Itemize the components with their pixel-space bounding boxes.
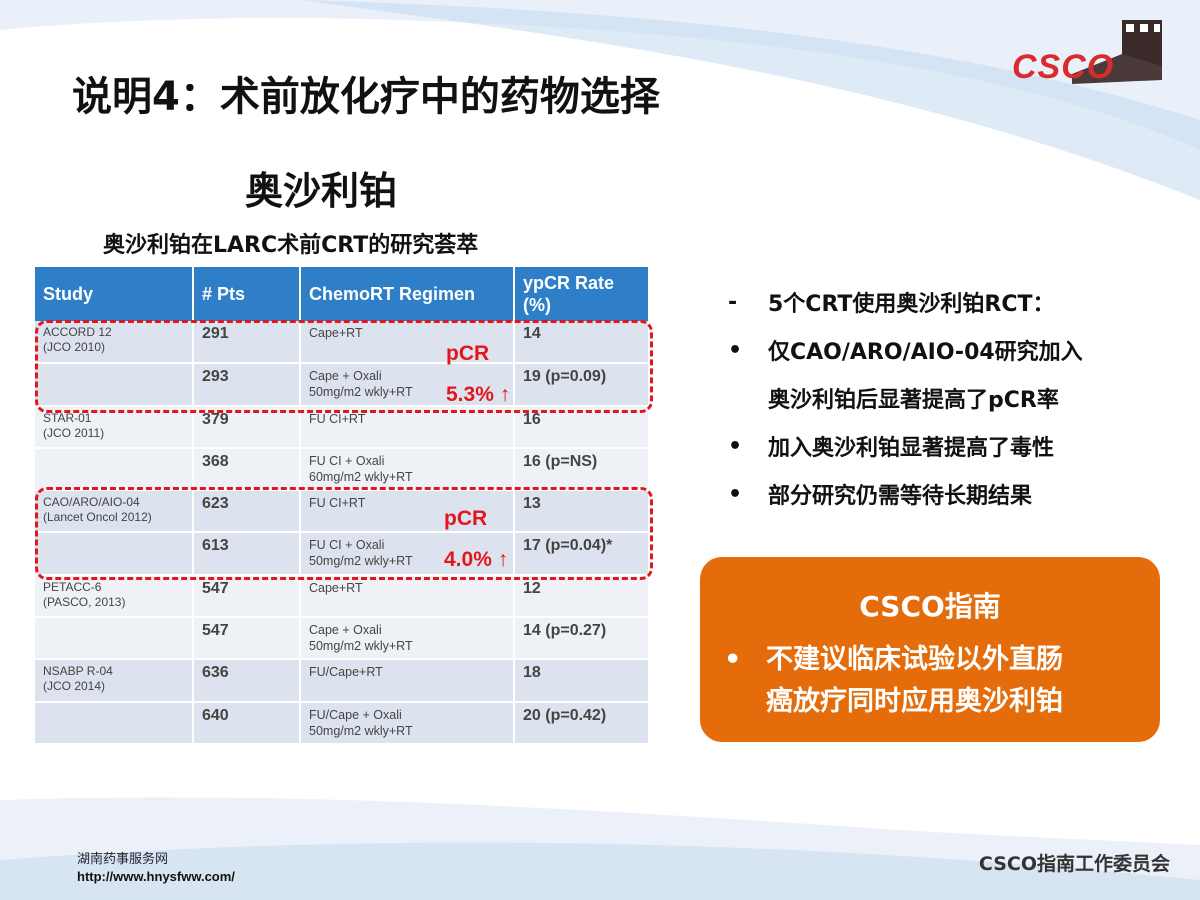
highlight-box-accord [35,320,653,413]
bullet-dot: • [728,337,743,363]
key-points-list: - 5个CRT使用奥沙利铂RCT： • 仅CAO/ARO/AIO-04研究加入 … [728,278,1168,518]
bullet-dash: - [728,289,738,315]
header-rate: ypCR Rate (%) [514,267,650,321]
cell-study: NSABP R-04 (JCO 2014) [35,659,194,703]
cell-rate: 13 [514,490,650,534]
slide-title: 说明4：术前放化疗中的药物选择 [72,74,660,120]
cell-regimen: FU/Cape+RT [300,659,515,703]
cell-rate: 14 (p=0.27) [514,617,650,661]
bullet-text: 部分研究仍需等待长期结果 [768,484,1033,509]
cell-regimen: Cape+RT [300,321,515,365]
table-row: PETACC-6 (PASCO, 2013) 547 Cape+RT 12 [35,574,650,619]
cell-regimen: Cape + Oxali 50mg/m2 wkly+RT [300,363,515,407]
pcr-value-1: 5.3% ↑ [446,383,511,406]
footer-source: 湖南药事服务网 http://www.hnysfww.com/ [77,851,235,885]
cell-pts: 613 [193,532,301,576]
cell-regimen: Cape + Oxali 50mg/m2 wkly+RT [300,617,515,661]
cell-rate: 19 (p=0.09) [514,363,650,407]
table-row: ACCORD 12 (JCO 2010) 291 Cape+RT 14 [35,321,650,365]
cell-pts: 547 [193,574,301,619]
cell-rate: 14 [514,321,650,365]
cell-pts: 291 [193,321,301,365]
footer-site-name: 湖南药事服务网 [77,852,169,867]
cell-study: PETACC-6 (PASCO, 2013) [35,574,194,619]
cell-regimen: FU CI + Oxali 50mg/m2 wkly+RT [300,532,515,576]
bullet-text: 奥沙利铂后显著提高了pCR率 [768,388,1059,413]
cell-regimen: FU CI + Oxali 60mg/m2 wkly+RT [300,447,515,492]
table-row: 293 Cape + Oxali 50mg/m2 wkly+RT 19 (p=0.0… [35,363,650,407]
cell-pts: 293 [193,363,301,407]
csco-logo: CSCO [1012,14,1172,86]
cell-pts: 623 [193,490,301,534]
cell-regimen: Cape+RT [300,574,515,619]
cell-study [35,617,194,661]
cell-rate: 12 [514,574,650,619]
list-item: • 部分研究仍需等待长期结果 [728,470,1168,518]
bullet-dot: • [728,481,743,507]
pcr-value-2: 4.0% ↑ [444,548,509,571]
table-row: 640 FU/Cape + Oxali 50mg/m2 wkly+RT 20 (p=… [35,701,650,746]
cell-study: CAO/ARO/AIO-04 (Lancet Oncol 2012) [35,490,194,534]
cell-study [35,532,194,576]
cell-rate: 16 (p=NS) [514,447,650,492]
cell-rate: 17 (p=0.04)* [514,532,650,576]
cell-study: ACCORD 12 (JCO 2010) [35,321,194,365]
table-row: 547 Cape + Oxali 50mg/m2 wkly+RT 14 (p=0.2… [35,617,650,661]
guideline-line-2: 癌放疗同时应用奥沙利铂 [766,686,1063,717]
table-header-row: Study # Pts ChemoRT Regimen ypCR Rate (%… [35,267,650,321]
cell-pts: 547 [193,617,301,661]
cell-pts: 636 [193,659,301,703]
cell-regimen: FU CI+RT [300,490,515,534]
cell-pts: 640 [193,701,301,746]
slide-subtitle: 奥沙利铂 [245,169,398,213]
table-caption: 奥沙利铂在LARC术前CRT的研究荟萃 [103,233,479,258]
list-item: - 5个CRT使用奥沙利铂RCT： [728,278,1168,326]
bullet-text: 5个CRT使用奥沙利铂RCT： [768,292,1055,317]
logo-text: CSCO [1012,48,1115,86]
bullet-text: 仅CAO/ARO/AIO-04研究加入 [768,340,1083,365]
cell-study [35,701,194,746]
csco-guideline-box: CSCO指南 • 不建议临床试验以外直肠 癌放疗同时应用奥沙利铂 [700,557,1160,742]
header-regimen: ChemoRT Regimen [300,267,515,321]
great-wall-icon [1072,20,1162,84]
pcr-label-2: pCR [444,507,488,530]
footer-url-link[interactable]: http://www.hnysfww.com/ [77,869,235,884]
bullet-dot: • [728,433,743,459]
guideline-bullet: • [724,644,742,675]
header-pts: # Pts [193,267,301,321]
table-row: STAR-01 (JCO 2011) 379 FU CI+RT 16 [35,405,650,449]
footer-committee: CSCO指南工作委员会 [978,853,1170,875]
table-row: NSABP R-04 (JCO 2014) 636 FU/Cape+RT 18 [35,659,650,703]
pcr-label-1: pCR [446,342,490,365]
list-item: • 仅CAO/ARO/AIO-04研究加入 [728,326,1168,374]
cell-rate: 18 [514,659,650,703]
cell-study [35,447,194,492]
header-study: Study [35,267,194,321]
guideline-title: CSCO指南 [859,590,1001,623]
table-row: 613 FU CI + Oxali 50mg/m2 wkly+RT 17 (p=0.… [35,532,650,576]
cell-regimen: FU/Cape + Oxali 50mg/m2 wkly+RT [300,701,515,746]
list-item: • 加入奥沙利铂显著提高了毒性 [728,422,1168,470]
table-row: 368 FU CI + Oxali 60mg/m2 wkly+RT 16 (p=NS… [35,447,650,492]
bullet-text: 加入奥沙利铂显著提高了毒性 [768,436,1055,461]
study-table: Study # Pts ChemoRT Regimen ypCR Rate (%… [35,267,650,746]
guideline-line-1: 不建议临床试验以外直肠 [766,644,1063,675]
highlight-box-cao [35,487,653,580]
cell-rate: 20 (p=0.42) [514,701,650,746]
table-row: CAO/ARO/AIO-04 (Lancet Oncol 2012) 623 FU … [35,490,650,534]
guideline-body: • 不建议临床试验以外直肠 癌放疗同时应用奥沙利铂 [724,639,1144,723]
cell-pts: 368 [193,447,301,492]
list-item-continuation: 奥沙利铂后显著提高了pCR率 [728,374,1168,422]
cell-study [35,363,194,407]
